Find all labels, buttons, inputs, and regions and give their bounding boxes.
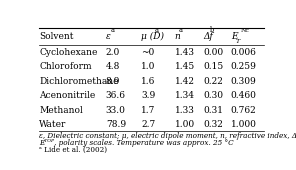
Text: T: T bbox=[236, 39, 240, 44]
Text: Eᵀᴼᴾ, polarity scales. Temperature was approx. 25 °C: Eᵀᴼᴾ, polarity scales. Temperature was a… bbox=[39, 139, 234, 147]
Text: ε: ε bbox=[106, 32, 111, 41]
Text: 1.45: 1.45 bbox=[175, 62, 195, 71]
Text: 33.0: 33.0 bbox=[106, 106, 126, 115]
Text: 0.762: 0.762 bbox=[231, 106, 257, 115]
Text: 2.7: 2.7 bbox=[141, 120, 156, 129]
Text: 1.00: 1.00 bbox=[175, 120, 195, 129]
Text: Cyclohexane: Cyclohexane bbox=[39, 48, 98, 57]
Text: Dichloromethane: Dichloromethane bbox=[39, 77, 119, 86]
Text: 36.6: 36.6 bbox=[106, 91, 126, 100]
Text: 0.006: 0.006 bbox=[231, 48, 257, 57]
Text: 1.34: 1.34 bbox=[175, 91, 195, 100]
Text: 1.43: 1.43 bbox=[175, 48, 195, 57]
Text: 1.7: 1.7 bbox=[141, 106, 156, 115]
Text: a: a bbox=[111, 27, 115, 35]
Text: 1.0: 1.0 bbox=[141, 62, 156, 71]
Text: Methanol: Methanol bbox=[39, 106, 83, 115]
Text: 0.30: 0.30 bbox=[203, 91, 223, 100]
Text: 0.15: 0.15 bbox=[203, 62, 223, 71]
Text: 1.6: 1.6 bbox=[141, 77, 156, 86]
Text: 0.00: 0.00 bbox=[203, 48, 223, 57]
Text: 8.9: 8.9 bbox=[106, 77, 120, 86]
Text: E: E bbox=[231, 32, 237, 41]
Text: Solvent: Solvent bbox=[39, 32, 74, 41]
Text: 0.22: 0.22 bbox=[203, 77, 223, 86]
Text: 1.42: 1.42 bbox=[175, 77, 195, 86]
Text: Nc: Nc bbox=[241, 28, 250, 33]
Text: Δf: Δf bbox=[203, 32, 213, 41]
Text: ~0: ~0 bbox=[141, 48, 155, 57]
Text: n: n bbox=[175, 32, 180, 41]
Text: a: a bbox=[155, 27, 159, 35]
Text: 4.8: 4.8 bbox=[106, 62, 120, 71]
Text: 78.9: 78.9 bbox=[106, 120, 126, 129]
Text: 1.33: 1.33 bbox=[175, 106, 194, 115]
Text: 3.9: 3.9 bbox=[141, 91, 156, 100]
Text: 0.259: 0.259 bbox=[231, 62, 257, 71]
Text: ε, Dielectric constant; μ, electric dipole moment, n, refractive index, Δf,: ε, Dielectric constant; μ, electric dipo… bbox=[39, 132, 296, 140]
Text: 1.000: 1.000 bbox=[231, 120, 257, 129]
Text: 0.309: 0.309 bbox=[231, 77, 257, 86]
Text: Chloroform: Chloroform bbox=[39, 62, 92, 71]
Text: Water: Water bbox=[39, 120, 67, 129]
Text: 0.460: 0.460 bbox=[231, 91, 257, 100]
Text: a: a bbox=[179, 27, 183, 35]
Text: 2.0: 2.0 bbox=[106, 48, 120, 57]
Text: ᵃ Lide et al. (2002): ᵃ Lide et al. (2002) bbox=[39, 146, 107, 154]
Text: μ (D): μ (D) bbox=[141, 32, 164, 41]
Text: Acenonitrile: Acenonitrile bbox=[39, 91, 96, 100]
Text: 0.31: 0.31 bbox=[203, 106, 223, 115]
Text: 0.32: 0.32 bbox=[203, 120, 223, 129]
Text: b: b bbox=[210, 27, 214, 35]
